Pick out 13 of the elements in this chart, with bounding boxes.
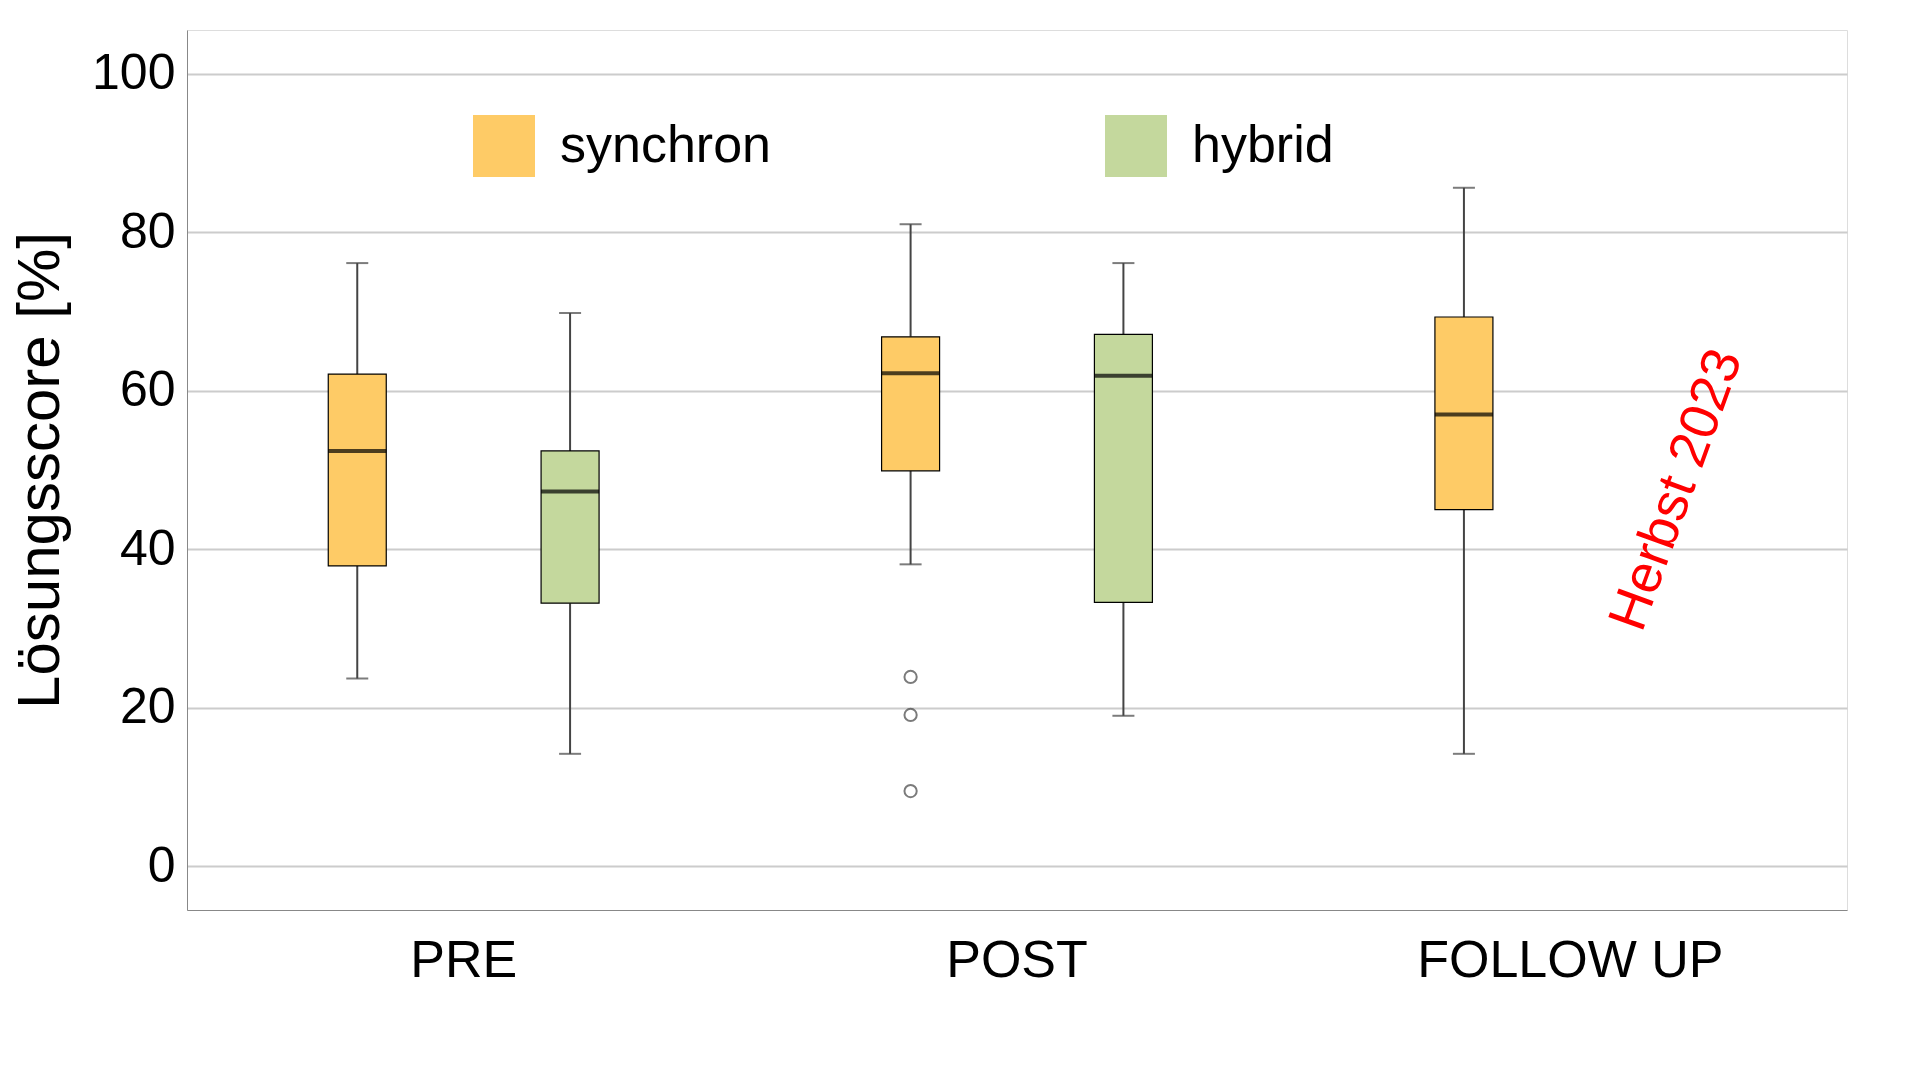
y-axis-title: Lösungsscore [%]: [5, 232, 73, 709]
y-tick-label: 0: [147, 836, 176, 893]
x-tick-label: PRE: [410, 929, 518, 988]
legend-label: synchron: [560, 115, 771, 173]
y-tick-label: 40: [119, 519, 176, 576]
y-tick-label: 60: [119, 361, 176, 418]
y-tick-label: 20: [119, 678, 176, 735]
annotation: Herbst 2023: [1595, 340, 1753, 638]
y-tick-label: 100: [92, 44, 176, 101]
legend-label: hybrid: [1192, 115, 1334, 173]
x-tick-label: POST: [946, 929, 1088, 988]
y-tick-label: 80: [119, 202, 176, 259]
x-tick-label: FOLLOW UP: [1417, 929, 1724, 988]
